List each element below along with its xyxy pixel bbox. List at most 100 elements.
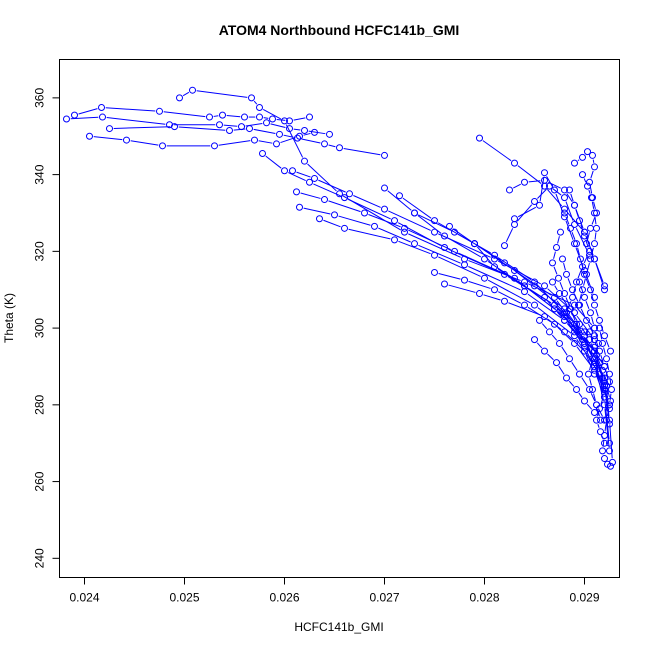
data-point — [301, 157, 308, 165]
series-line-segment — [576, 334, 583, 341]
data-point — [476, 290, 483, 298]
data-point — [171, 123, 178, 131]
series-line-segment — [583, 254, 589, 264]
data-point — [411, 209, 418, 217]
data-point — [251, 136, 258, 144]
data-point — [589, 151, 596, 159]
data-point — [591, 409, 598, 417]
data-point — [606, 370, 613, 378]
series-line-segment — [591, 216, 596, 225]
data-point — [583, 270, 590, 278]
series-line-segment — [606, 408, 610, 417]
series-line-segment — [586, 403, 593, 410]
y-axis: 240 260 280 300 320 340 360 — [33, 88, 60, 568]
data-point — [556, 290, 563, 298]
series-16 — [471, 240, 608, 386]
series-line-segment — [609, 393, 612, 401]
data-point — [491, 263, 498, 271]
data-point — [189, 86, 196, 94]
data-point — [521, 278, 528, 286]
data-point — [401, 228, 408, 236]
series-line-segment — [593, 201, 596, 210]
data-point — [581, 267, 588, 275]
data-point — [591, 343, 598, 351]
data-point — [561, 194, 568, 202]
series-line-segment — [588, 189, 591, 194]
data-point — [593, 224, 600, 232]
data-point — [256, 113, 263, 121]
series-line-segment — [338, 215, 371, 226]
data-point — [63, 115, 70, 123]
series-line-segment — [527, 288, 562, 315]
data-point — [591, 355, 598, 363]
data-point — [491, 286, 498, 294]
data-point — [391, 236, 398, 244]
data-point — [431, 228, 438, 236]
series-line-segment — [516, 204, 533, 222]
series-line-segment — [296, 171, 311, 178]
data-point — [591, 332, 598, 340]
series-line-segment — [592, 159, 595, 163]
data-point — [601, 385, 608, 393]
data-point — [606, 447, 613, 455]
series-line-segment — [566, 315, 583, 341]
data-point — [557, 228, 564, 236]
series-line-segment — [590, 393, 596, 402]
data-point — [381, 151, 388, 159]
data-point — [571, 328, 578, 336]
series-line-segment — [258, 140, 273, 144]
series-27 — [531, 336, 598, 417]
series-28 — [596, 324, 615, 470]
series-line-segment — [537, 188, 547, 199]
data-point — [521, 288, 528, 296]
series-1 — [63, 113, 333, 138]
data-point — [396, 192, 403, 200]
data-point — [431, 251, 438, 259]
data-point — [321, 140, 328, 148]
series-line-segment — [567, 334, 582, 349]
data-point — [381, 205, 388, 213]
data-point — [531, 301, 538, 309]
series-line-segment — [595, 332, 598, 340]
series-30 — [576, 278, 604, 424]
series-line-segment — [78, 108, 98, 115]
series-line-segment — [593, 347, 598, 356]
data-point — [561, 316, 568, 324]
data-point — [461, 276, 468, 284]
series-line-segment — [609, 378, 612, 386]
series-line-segment — [276, 118, 286, 121]
series-line-segment — [571, 312, 576, 321]
series-line-segment — [353, 195, 381, 208]
data-point — [567, 224, 574, 232]
y-tick-label: 300 — [33, 318, 47, 338]
data-point — [263, 119, 270, 127]
series-line-segment — [597, 423, 600, 428]
series-line-segment — [253, 128, 276, 135]
data-point — [441, 244, 448, 252]
series-line-segment — [577, 270, 582, 279]
data-point — [561, 209, 568, 217]
data-point — [541, 282, 548, 290]
data-point — [577, 255, 584, 263]
data-point — [576, 370, 583, 378]
data-point — [593, 209, 600, 217]
data-point — [579, 286, 586, 294]
data-point — [566, 186, 573, 194]
series-line-segment — [597, 408, 604, 417]
x-tick-label: 0.026 — [269, 591, 299, 605]
series-line-segment — [557, 236, 560, 244]
data-point — [556, 339, 563, 347]
series-line-segment — [600, 397, 604, 405]
series-line-segment — [571, 362, 578, 371]
data-point — [311, 128, 318, 136]
data-point — [461, 261, 468, 269]
series-33 — [549, 228, 586, 344]
data-point — [176, 94, 183, 102]
series-25 — [541, 293, 613, 413]
series-line-segment — [577, 159, 580, 162]
series-line-segment — [547, 353, 554, 361]
data-point — [553, 359, 560, 367]
data-point — [216, 121, 223, 129]
series-line-segment — [594, 217, 597, 225]
series-line-segment — [498, 291, 521, 304]
